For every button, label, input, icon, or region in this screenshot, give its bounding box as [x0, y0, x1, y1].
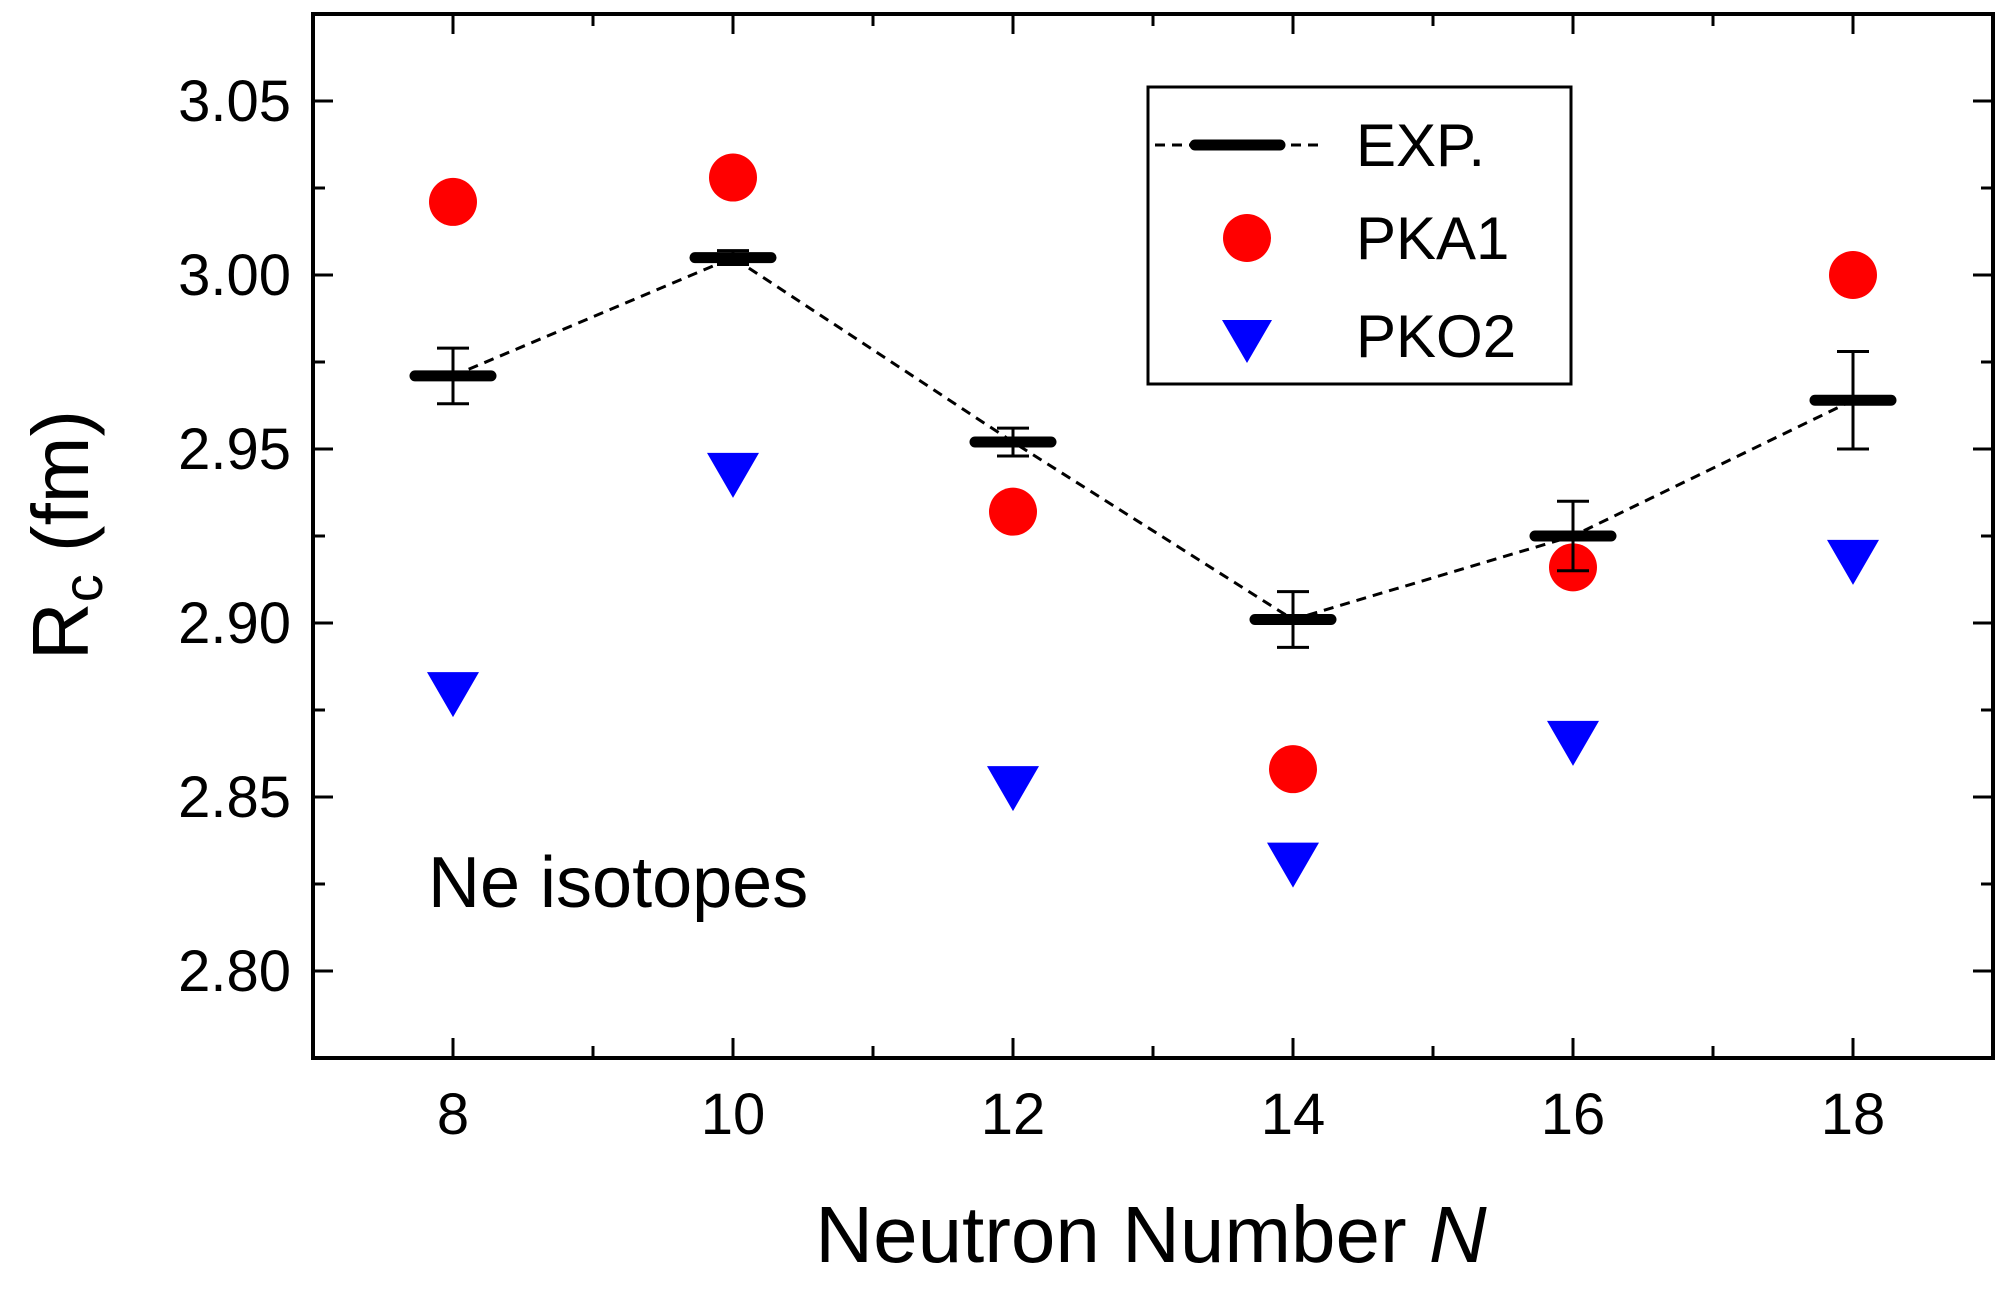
legend-exp-label: EXP. [1356, 112, 1485, 179]
y-tick-label: 3.05 [178, 69, 291, 134]
x-tick-label: 16 [1541, 1082, 1606, 1147]
x-tick-label: 12 [981, 1082, 1046, 1147]
legend-item-pko2: PKO2 [1222, 303, 1516, 370]
x-tick-label: 8 [437, 1082, 469, 1147]
legend-pko2-label: PKO2 [1356, 303, 1516, 370]
y-tick-label: 3.00 [178, 243, 291, 308]
axis-ticks [313, 14, 1993, 1058]
y-tick-label: 2.80 [178, 939, 291, 1004]
y-axis-title-symbol: R [16, 602, 105, 660]
x-tick-label: 18 [1821, 1082, 1886, 1147]
pka1-point [1829, 251, 1877, 299]
pka1-point [989, 487, 1037, 536]
legend-item-exp: EXP. [1155, 112, 1485, 179]
y-tick-label: 2.90 [178, 591, 291, 656]
pko2-point [987, 766, 1039, 812]
exp-connecting-line [452, 255, 1854, 622]
legend: EXP. PKA1 PKO2 [1146, 85, 1573, 386]
legend-frame [1146, 85, 1573, 386]
series-marks [409, 153, 1897, 888]
svg-text:Rc (fm): Rc (fm) [16, 410, 114, 660]
legend-item-pka1: PKA1 [1223, 205, 1509, 272]
pko2-point [707, 452, 759, 498]
pko2-point [427, 672, 479, 718]
pka1-point [709, 153, 757, 202]
x-axis-title-text: Neutron Number [815, 1190, 1406, 1279]
y-axis-title-subscript: c [51, 574, 114, 602]
pko2-point [1547, 720, 1599, 766]
x-tick-label: 14 [1261, 1082, 1326, 1147]
pko2-point [1267, 842, 1319, 888]
legend-pka1-marker [1223, 214, 1271, 262]
y-axis-title-unit: (fm) [16, 410, 105, 552]
axis-tick-labels: 8 10 12 14 16 18 2.80 2.85 2.90 2.95 3.00 3.05 [178, 69, 1885, 1147]
legend-pka1-label: PKA1 [1356, 205, 1509, 272]
x-axis-title: Neutron Number N [815, 1190, 1487, 1279]
x-tick-label: 10 [701, 1082, 766, 1147]
y-axis-title: Rc (fm) [16, 410, 114, 660]
y-tick-label: 2.85 [178, 765, 291, 830]
annotation-label: Ne isotopes [428, 843, 808, 923]
pka1-point [1269, 745, 1317, 794]
x-axis-title-symbol: N [1429, 1190, 1487, 1279]
pka1-point [429, 177, 477, 226]
plot-area: 8 10 12 14 16 18 2.80 2.85 2.90 2.95 3.00 3.05 [178, 12, 1995, 1147]
legend-pko2-marker [1222, 320, 1272, 363]
y-tick-label: 2.95 [178, 417, 291, 482]
exp-dashed-line [452, 255, 1854, 622]
pko2-point [1827, 539, 1879, 585]
